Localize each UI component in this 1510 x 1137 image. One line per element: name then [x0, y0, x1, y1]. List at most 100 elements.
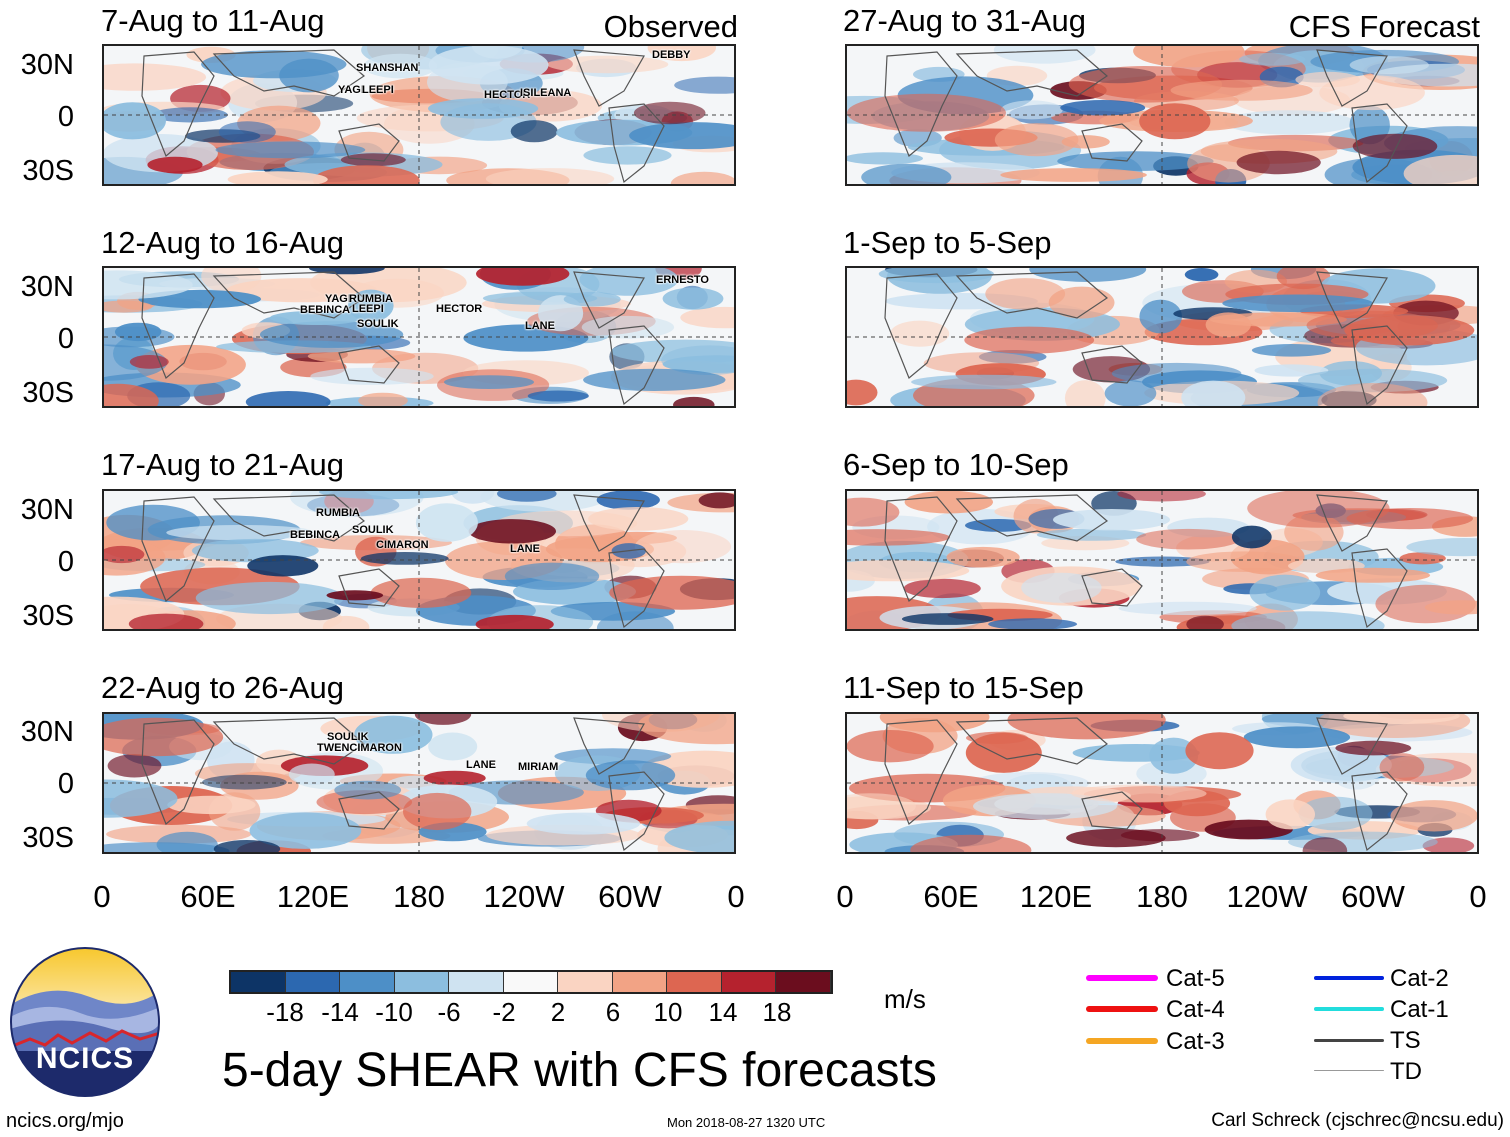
- storm-label: LEEPI: [362, 84, 394, 96]
- colorbar-tick-label: 2: [550, 997, 566, 1027]
- lat-label-30n: 30N: [20, 494, 74, 526]
- lat-label-eq: 0: [57, 768, 74, 800]
- lat-label-30n: 30N: [20, 716, 74, 748]
- td-swatch: [1314, 1070, 1384, 1071]
- colorbar-tick-label: -6: [437, 997, 461, 1027]
- storm-label: LANE: [525, 320, 555, 332]
- panel-title-obs-3: 17-Aug to 21-Aug: [101, 447, 345, 482]
- main-title: 5-day SHEAR with CFS forecasts: [222, 1044, 937, 1097]
- observed-label: Observed: [603, 9, 738, 44]
- logo-text: NCICS: [35, 1042, 135, 1075]
- ncics-logo: NCICS: [10, 947, 160, 1097]
- lon-label: 60W: [1341, 879, 1405, 914]
- map-panel-forecast-1: [845, 44, 1479, 186]
- storm-label: SOULIK: [327, 731, 369, 743]
- ts-swatch: [1314, 1039, 1384, 1042]
- colorbar-segment: [612, 972, 668, 992]
- forecast-label: CFS Forecast: [1288, 9, 1480, 44]
- lon-label: 0: [1469, 879, 1487, 914]
- map-panel-observed-3: [102, 489, 736, 631]
- legend-label: Cat-5: [1166, 965, 1225, 992]
- panel-title-fc-2: 1-Sep to 5-Sep: [843, 225, 1052, 260]
- lon-label: 120E: [276, 879, 350, 914]
- colorbar-segment: [394, 972, 450, 992]
- colorbar-segment: [285, 972, 341, 992]
- storm-label: SHANSHAN: [356, 62, 419, 74]
- lat-label-30s: 30S: [22, 377, 74, 409]
- lon-label: 180: [1136, 879, 1188, 914]
- storm-label: RUMBIA: [349, 293, 393, 305]
- storm-label: LEEPI: [352, 303, 384, 315]
- colorbar-segment: [721, 972, 777, 992]
- lon-label: 0: [93, 879, 111, 914]
- footer-author: Carl Schreck (cjschrec@ncsu.edu): [1211, 1110, 1504, 1131]
- map-panel-forecast-4: [845, 712, 1479, 854]
- panel-title-fc-4: 11-Sep to 15-Sep: [843, 670, 1084, 705]
- lat-label-eq: 0: [57, 323, 74, 355]
- cat5-swatch: [1086, 975, 1158, 981]
- colorbar-unit: m/s: [884, 984, 926, 1014]
- lat-label-30s: 30S: [22, 600, 74, 632]
- legend-label: TD: [1390, 1058, 1422, 1085]
- lon-label: 120E: [1019, 879, 1093, 914]
- lat-label-30s: 30S: [22, 822, 74, 854]
- storm-label: TWENCIMARON: [317, 742, 402, 754]
- colorbar-segment: [503, 972, 559, 992]
- storm-label: DEBBY: [652, 49, 691, 61]
- lon-label: 180: [393, 879, 445, 914]
- storm-label: YAGI: [338, 84, 364, 96]
- cat4-swatch: [1086, 1006, 1158, 1012]
- lon-label: 0: [836, 879, 854, 914]
- storm-label: ISILEANA: [520, 87, 572, 99]
- lat-label-eq: 0: [57, 546, 74, 578]
- colorbar-segment: [340, 972, 395, 992]
- map-panel-observed-2: [102, 266, 736, 408]
- colorbar-tick-label: -10: [375, 997, 413, 1027]
- map-panel-forecast-2: [845, 266, 1479, 408]
- footer-timestamp: Mon 2018-08-27 1320 UTC: [667, 1115, 826, 1130]
- legend-label: TS: [1390, 1027, 1421, 1054]
- colorbar-tick-label: -2: [492, 997, 516, 1027]
- panel-title-fc-1: 27-Aug to 31-Aug: [843, 3, 1087, 38]
- lon-label: 60W: [598, 879, 662, 914]
- storm-label: CIMARON: [376, 539, 429, 551]
- lat-label-eq: 0: [57, 101, 74, 133]
- storm-label: HECTOR: [484, 89, 531, 101]
- colorbar: [229, 970, 833, 994]
- storm-label: LANE: [466, 759, 496, 771]
- colorbar-tick-label: 14: [708, 997, 738, 1027]
- panel-title-obs-2: 12-Aug to 16-Aug: [101, 225, 345, 260]
- colorbar-tick-label: 18: [762, 997, 792, 1027]
- map-panel-observed-4: [102, 712, 736, 854]
- storm-label: LANE: [510, 543, 540, 555]
- cat3-swatch: [1086, 1038, 1158, 1044]
- cat1-swatch: [1314, 1007, 1384, 1011]
- lat-label-30s: 30S: [22, 155, 74, 187]
- map-panel-observed-1: [102, 44, 736, 186]
- storm-label: SOULIK: [357, 318, 399, 330]
- colorbar-tick-label: -18: [266, 997, 304, 1027]
- lat-label-30n: 30N: [20, 271, 74, 303]
- panel-title-obs-1: 7-Aug to 11-Aug: [101, 3, 325, 38]
- storm-label: MIRIAM: [518, 761, 559, 773]
- storm-label: BEBINCA: [300, 304, 351, 316]
- legend-label: Cat-3: [1166, 1028, 1225, 1055]
- footer-url[interactable]: ncics.org/mjo: [6, 1110, 124, 1132]
- lon-label: 120W: [483, 879, 565, 914]
- map-panel-forecast-3: [845, 489, 1479, 631]
- colorbar-segment: [667, 972, 722, 992]
- storm-label: BEBINCA: [290, 529, 341, 541]
- panel-title-fc-3: 6-Sep to 10-Sep: [843, 447, 1069, 482]
- lon-label: 60E: [180, 879, 236, 914]
- legend-label: Cat-1: [1390, 996, 1449, 1023]
- colorbar-segment: [558, 972, 613, 992]
- storm-label: HECTOR: [436, 303, 483, 315]
- storm-label: RUMBIA: [316, 507, 360, 519]
- panel-title-obs-4: 22-Aug to 26-Aug: [101, 670, 345, 705]
- colorbar-tick-label: -14: [321, 997, 359, 1027]
- legend-label: Cat-4: [1166, 996, 1225, 1023]
- lon-label: 120W: [1226, 879, 1308, 914]
- storm-label: SOULIK: [352, 524, 394, 536]
- cat2-swatch: [1314, 976, 1384, 980]
- colorbar-tick-label: 10: [653, 997, 683, 1027]
